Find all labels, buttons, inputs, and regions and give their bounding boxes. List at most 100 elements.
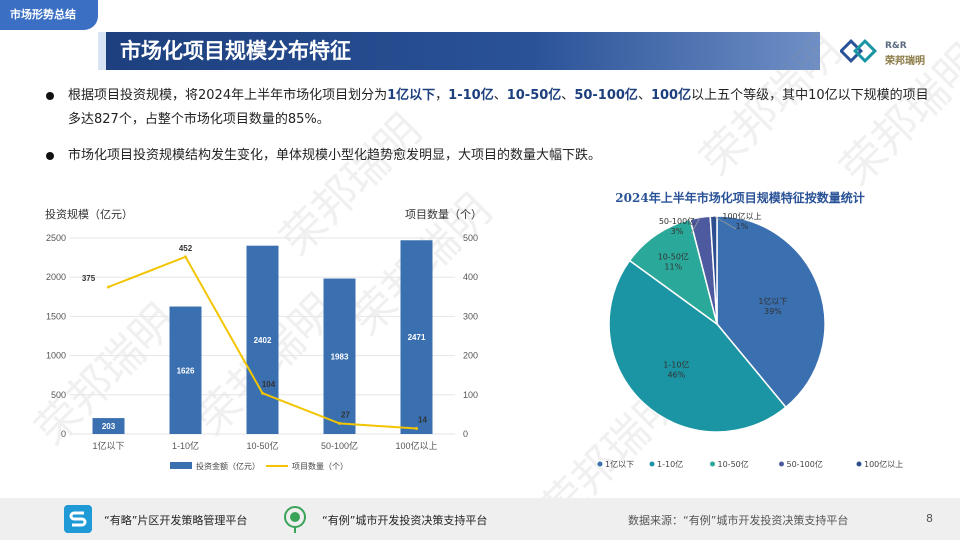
logo-cn-text: 荣邦瑞明 — [885, 56, 925, 67]
bar — [400, 240, 433, 434]
legend-label: 投资金额（亿元） — [196, 461, 260, 471]
bar — [323, 278, 356, 434]
slice-category-label: 10-50亿 — [658, 252, 689, 262]
legend-label: 项目数量（个） — [292, 461, 348, 471]
title-accent — [98, 32, 106, 70]
x-tick-label: 10-50亿 — [246, 440, 278, 451]
slice-percent-label: 11% — [664, 263, 682, 272]
slice-percent-label: 3% — [671, 227, 684, 236]
legend-marker — [649, 461, 655, 467]
bullet-text-segment: 市场化项目投资规模结构发生变化，单体规模小型化趋势愈发明显，大项目的数量大幅下跌… — [68, 148, 602, 163]
y2-tick-label: 500 — [463, 233, 478, 243]
line-point — [338, 421, 341, 425]
legend-marker — [710, 461, 715, 467]
bullet-text-segment: ， — [435, 88, 449, 103]
y-tick-label: 0 — [61, 429, 66, 439]
bullet-2: 市场化项目投资规模结构发生变化，单体规模小型化趋势愈发明显，大项目的数量大幅下跌… — [46, 144, 936, 168]
footer — [0, 498, 960, 540]
slice-category-label: 1-10亿 — [663, 359, 689, 369]
y-axis-title: 投资规模（亿元） — [45, 207, 133, 221]
y-tick-label: 2000 — [46, 272, 66, 282]
label-leader-line — [690, 217, 701, 235]
pie-slice — [608, 259, 787, 433]
pie-title: 2024年上半年市场化项目规模特征按数量统计 — [615, 190, 864, 205]
label-leader-line — [713, 215, 737, 230]
line-point — [415, 427, 418, 431]
page-title: 市场化项目规模分布特征 — [120, 39, 351, 63]
x-tick-label: 100亿以上 — [395, 440, 437, 451]
slice-percent-label: 1% — [736, 222, 749, 231]
y-tick-label: 2500 — [46, 233, 66, 243]
x-tick-label: 1-10亿 — [172, 440, 199, 451]
line-value-label: 375 — [82, 274, 96, 283]
logo-en-text: R&R — [885, 41, 907, 51]
bar-value-label: 203 — [102, 422, 116, 431]
legend-label: 50-100亿 — [787, 459, 823, 469]
legend-label: 100亿以上 — [864, 459, 903, 469]
legend-marker — [856, 461, 862, 467]
bar-value-label: 2471 — [408, 333, 426, 342]
slice-percent-label: 39% — [764, 307, 782, 316]
pie-chart: 2024年上半年市场化项目规模特征按数量统计1亿以下39%1-10亿46%10-… — [597, 190, 903, 469]
line-value-label: 14 — [418, 416, 427, 425]
pie-slice — [716, 215, 826, 409]
bullet-text-segment: 、 — [561, 88, 575, 103]
y-tick-label: 1000 — [46, 351, 66, 361]
bar — [92, 418, 125, 434]
bullet-text: 根据项目投资规模，将2024年上半年市场化项目划分为1亿以下，1-10亿、10-… — [68, 84, 936, 132]
highlight-text: 1-10亿 — [448, 88, 494, 103]
title-bar — [98, 32, 820, 70]
legend-label: 1亿以下 — [605, 459, 634, 469]
bullet-1: 根据项目投资规模，将2024年上半年市场化项目划分为1亿以下，1-10亿、10-… — [46, 84, 936, 132]
bar-line-chart: 投资规模（亿元） 项目数量（个） 0 500 1000 1500 2000 2500 0 100 2… — [45, 207, 482, 471]
bullet-text-segment: 根据项目投资规模，将2024年上半年市场化项目划分为 — [68, 88, 388, 103]
bullet-text-segment: 以上五个等级，其中10亿以下规模的项目多达827个，占整个市场化项目数量的85%… — [68, 88, 929, 127]
legend-marker — [779, 461, 784, 467]
company-logo — [840, 38, 878, 64]
legend-label: 1-10亿 — [657, 459, 683, 469]
highlight-text: 100亿 — [650, 88, 692, 103]
bullet-text-segment: 、 — [493, 88, 507, 103]
y2-tick-label: 100 — [463, 390, 478, 400]
y-tick-label: 500 — [51, 390, 66, 400]
highlight-text: 1亿以下 — [387, 88, 436, 103]
bar-value-label: 1626 — [177, 366, 195, 375]
bullet-text-segment: 、 — [637, 88, 651, 103]
slice-percent-label: 46% — [667, 370, 685, 379]
youlue-logo-icon — [64, 505, 92, 533]
legend-marker — [597, 461, 603, 467]
data-source: 数据来源：“有例”城市开发投资决策支持平台 — [628, 514, 849, 527]
slice-category-label: 1亿以下 — [758, 296, 787, 306]
logo-mark-icon — [840, 38, 878, 64]
y2-axis-title: 项目数量（个） — [405, 208, 482, 221]
platform-1-label: “有略”片区开发策略管理平台 — [104, 514, 248, 527]
highlight-text: 50-100亿 — [574, 88, 638, 103]
highlight-text: 10-50亿 — [506, 88, 562, 103]
youli-logo-icon — [284, 506, 306, 533]
legend-swatch-bar — [170, 462, 192, 469]
bullet-dot — [46, 92, 54, 100]
section-tag: 市场形势总结 — [0, 0, 98, 30]
y2-tick-label: 0 — [463, 429, 468, 439]
line-value-label: 452 — [179, 244, 193, 253]
bar — [246, 245, 279, 434]
line-point — [184, 255, 187, 259]
line-value-label: 27 — [341, 410, 350, 419]
page-number: 8 — [926, 512, 933, 525]
platform-2-label: “有例”城市开发投资决策支持平台 — [322, 514, 488, 527]
line-value-label: 104 — [262, 380, 276, 389]
line-point — [261, 391, 264, 395]
y2-tick-label: 300 — [463, 311, 478, 321]
bar-value-label: 1983 — [331, 352, 349, 361]
y2-tick-label: 400 — [463, 272, 478, 282]
slice-category-label: 100亿以上 — [722, 211, 761, 221]
y-tick-label: 1500 — [46, 311, 66, 321]
bullet-dot — [46, 152, 54, 160]
bar-value-label: 2402 — [254, 336, 272, 345]
x-tick-label: 50-100亿 — [321, 440, 358, 451]
legend-label: 10-50亿 — [718, 459, 749, 469]
x-tick-label: 1亿以下 — [92, 440, 124, 451]
bullet-text: 市场化项目投资规模结构发生变化，单体规模小型化趋势愈发明显，大项目的数量大幅下跌… — [68, 144, 936, 168]
y2-tick-label: 200 — [463, 351, 478, 361]
pie-slice — [628, 218, 719, 326]
